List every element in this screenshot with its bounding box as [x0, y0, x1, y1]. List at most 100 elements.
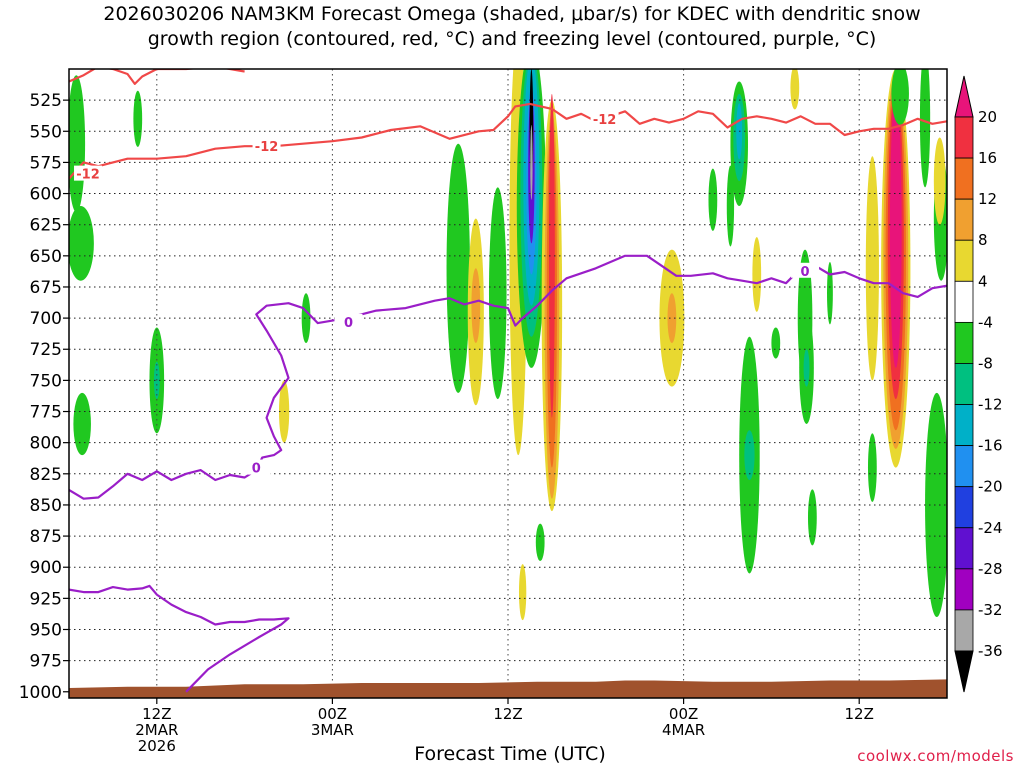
y-tick-label: 600	[30, 185, 62, 205]
x-axis-label: Forecast Time (UTC)	[414, 743, 606, 765]
colorbar-top-triangle	[954, 75, 974, 118]
colorbar-band	[954, 198, 974, 241]
colorbar-band	[954, 239, 974, 282]
colorbar-label: -12	[978, 396, 1003, 414]
terrain	[69, 679, 947, 698]
y-tick-label: 1000	[19, 683, 62, 703]
x-tick-label: 12Z	[493, 705, 522, 723]
gridlines	[69, 69, 947, 698]
colorbar-label: 20	[978, 108, 997, 126]
colorbar-band	[954, 486, 974, 529]
colorbar-band	[954, 527, 974, 570]
chart-title-line-1: 2026030206 NAM3KM Forecast Omega (shaded…	[103, 3, 921, 25]
x-tick-label: 12Z	[845, 705, 874, 723]
omega-cell	[708, 168, 718, 231]
omega-cell	[771, 327, 781, 359]
colorbar-label: -4	[978, 313, 993, 331]
omega-cell	[518, 564, 527, 621]
contour-label-bg	[334, 313, 363, 329]
omega-cell	[919, 69, 931, 188]
colorbar-band	[954, 116, 974, 159]
contour-label: -12	[76, 168, 100, 183]
x-tick-label: 2MAR	[135, 721, 178, 739]
y-tick-label: 950	[30, 620, 62, 640]
y-tick-label: 675	[30, 278, 62, 298]
x-tick-label: 3MAR	[311, 721, 354, 739]
colorbar-label: -16	[978, 437, 1003, 455]
colorbar-band	[954, 363, 974, 405]
omega-cell	[133, 90, 143, 147]
contour-label: -12	[255, 140, 279, 155]
omega-cell	[925, 392, 947, 618]
y-tick-label: 650	[30, 247, 62, 267]
colorbar-band	[954, 404, 974, 447]
omega-cell	[535, 523, 545, 561]
chart-title-line-2: growth region (contoured, red, °C) and f…	[147, 28, 877, 50]
colorbar-band	[954, 321, 974, 364]
omega-cell	[446, 143, 470, 393]
y-tick-label: 750	[30, 371, 62, 391]
colorbar-band	[954, 568, 974, 611]
omega-cell	[744, 430, 755, 481]
contour-label: 0	[801, 265, 810, 280]
chart-title: 2026030206 NAM3KM Forecast Omega (shaded…	[0, 2, 1024, 52]
omega-cell	[548, 93, 555, 418]
omega-cell	[803, 349, 810, 387]
contour-label-bg	[791, 262, 820, 278]
omega-cell	[891, 69, 909, 126]
terrain-fill	[69, 679, 947, 698]
omega-cell	[827, 262, 833, 325]
y-tick-label: 900	[30, 558, 62, 578]
colorbar-band	[954, 280, 974, 323]
contours: -12 -12 -12 0 0 0	[69, 69, 947, 693]
x-tick-label: 2026	[138, 737, 176, 755]
y-tick-label: 775	[30, 403, 62, 423]
omega-cell	[73, 392, 91, 456]
contour-label-bg	[74, 165, 103, 181]
y-axis: 525 550 575 600 625 650 675 700 725 750 775 800 825 8…	[19, 91, 69, 703]
omega-cell	[790, 69, 800, 110]
credit-text: coolwx.com/models	[857, 747, 1014, 765]
dgz-contour-line	[69, 102, 947, 180]
freezing-level-contour-line	[69, 254, 947, 500]
y-tick-label: 925	[30, 589, 62, 609]
x-tick-label: 4MAR	[662, 721, 705, 739]
colorbar-label: -20	[978, 478, 1003, 496]
x-tick-label: 12Z	[142, 705, 171, 723]
contour-label-bg	[252, 138, 281, 154]
omega-cell	[726, 165, 735, 247]
y-tick-label: 575	[30, 153, 62, 173]
omega-cell	[752, 237, 762, 312]
y-tick-label: 725	[30, 340, 62, 360]
x-tick-label: 00Z	[669, 705, 698, 723]
y-tick-label: 850	[30, 496, 62, 516]
y-tick-label: 975	[30, 652, 62, 672]
y-tick-label: 625	[30, 216, 62, 236]
colorbar: 20 16 12 8 4 -4 -8 -12 -16 -20 -24 -28 -32 -36	[954, 75, 1003, 693]
colorbar-label: 12	[978, 190, 997, 208]
colorbar-label: 8	[978, 231, 988, 249]
colorbar-bottom-triangle	[954, 650, 974, 693]
colorbar-band	[954, 609, 974, 652]
contour-label: -12	[593, 113, 617, 128]
colorbar-label: -32	[978, 601, 1003, 619]
colorbar-label: 16	[978, 149, 997, 167]
colorbar-label: 4	[978, 272, 988, 290]
contour-label: 0	[344, 316, 353, 331]
omega-cell	[69, 206, 94, 281]
y-tick-label: 700	[30, 309, 62, 329]
contour-label-bg	[242, 459, 271, 475]
freezing-level-contour-line	[69, 584, 290, 693]
contour-label: 0	[252, 462, 261, 477]
colorbar-band	[954, 157, 974, 200]
omega-cell	[488, 187, 507, 400]
y-tick-label: 875	[30, 527, 62, 547]
colorbar-label: -24	[978, 519, 1003, 537]
y-tick-label: 825	[30, 465, 62, 485]
omega-cell	[301, 293, 311, 344]
contour-label-bg	[590, 110, 619, 126]
colorbar-label: -8	[978, 354, 993, 372]
omega-cell	[69, 75, 86, 213]
